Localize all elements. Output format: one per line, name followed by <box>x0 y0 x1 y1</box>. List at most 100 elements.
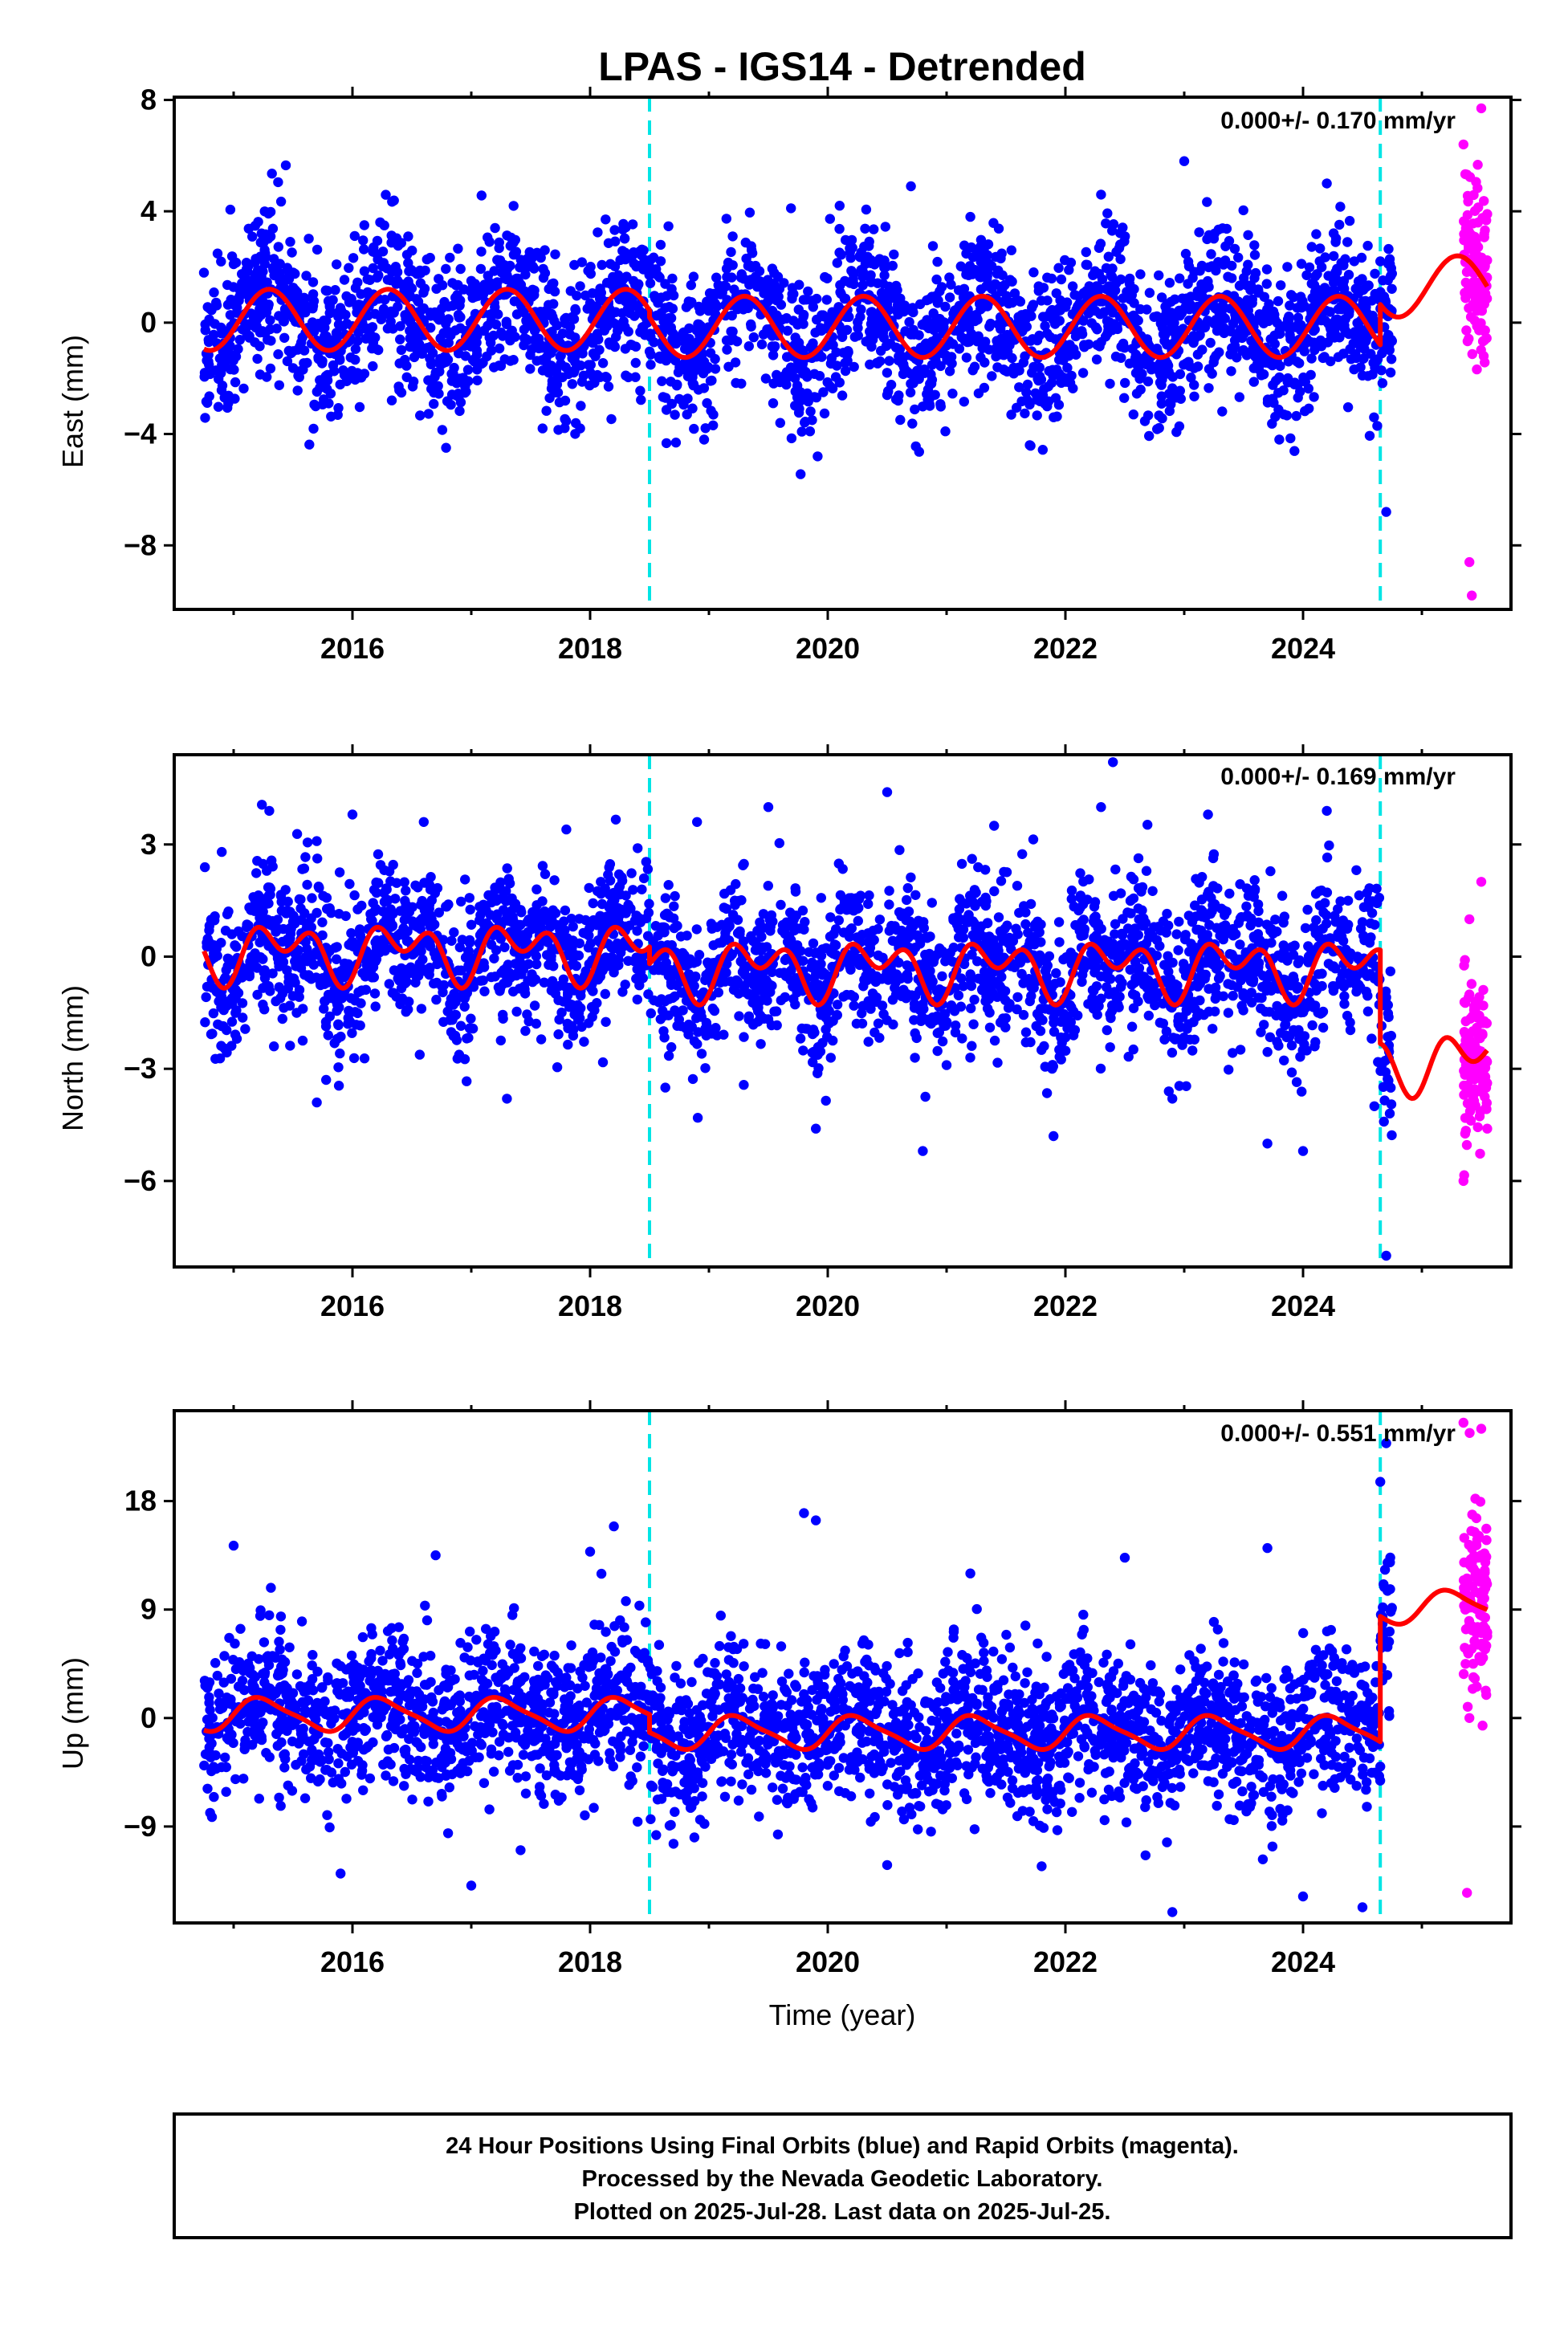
east-final-point <box>453 243 463 254</box>
north-final-point <box>200 1017 210 1028</box>
east-final-point <box>884 286 894 296</box>
east-final-point <box>694 328 705 338</box>
north-final-point <box>953 990 964 1000</box>
east-final-point <box>914 446 925 457</box>
north-final-point <box>1339 991 1350 1002</box>
east-final-point <box>847 242 857 253</box>
east-final-point <box>998 282 1008 292</box>
east-final-point <box>225 364 236 375</box>
east-final-point <box>1234 392 1245 402</box>
east-final-point <box>1269 314 1280 324</box>
north-final-point <box>368 898 378 908</box>
east-final-point <box>1364 430 1375 441</box>
east-final-point <box>1338 275 1350 287</box>
east-final-point <box>237 324 248 335</box>
north-final-point <box>1362 1006 1374 1016</box>
east-final-point <box>694 306 706 316</box>
east-y-tick-label: −8 <box>124 528 157 561</box>
east-final-point <box>973 331 984 341</box>
east-final-point <box>552 387 564 398</box>
east-frame <box>173 96 1513 611</box>
north-final-point <box>920 1091 931 1102</box>
east-final-point <box>508 201 519 211</box>
east-final-point <box>250 337 260 348</box>
east-final-point <box>672 379 682 390</box>
north-final-point <box>1286 1067 1297 1077</box>
north-final-point <box>1371 883 1382 894</box>
east-rapid-point <box>1472 218 1484 228</box>
east-final-point <box>1155 358 1165 369</box>
north-final-point <box>692 1039 703 1049</box>
north-final-point <box>774 837 784 849</box>
east-final-point <box>580 290 591 301</box>
east-final-point <box>491 320 502 330</box>
east-final-point <box>401 250 413 260</box>
east-final-point <box>259 255 269 266</box>
north-final-point <box>1143 1010 1155 1021</box>
east-final-point <box>1054 369 1065 379</box>
east-final-point <box>565 286 576 296</box>
north-final-point <box>255 937 265 948</box>
east-final-point <box>1156 398 1167 409</box>
east-final-point <box>252 353 263 365</box>
north-final-point <box>873 1018 884 1029</box>
north-final-point <box>972 956 983 967</box>
east-final-point <box>1004 298 1014 309</box>
east-final-point <box>1274 434 1285 445</box>
east-final-point <box>505 260 515 271</box>
east-final-point <box>597 358 609 369</box>
east-final-point <box>303 234 314 244</box>
east-final-point <box>475 263 487 275</box>
north-final-point <box>687 1073 698 1085</box>
north-final-point <box>937 971 947 982</box>
east-final-point <box>1049 305 1060 316</box>
east-final-point <box>1183 279 1193 289</box>
east-final-point <box>1220 313 1231 324</box>
east-final-point <box>1301 270 1312 280</box>
east-final-point <box>515 262 525 273</box>
east-final-point <box>309 399 320 410</box>
east-final-point <box>798 309 809 320</box>
east-final-point <box>255 369 266 380</box>
east-final-point <box>278 316 289 327</box>
east-final-point <box>907 418 918 429</box>
north-final-point <box>1012 881 1023 891</box>
east-final-point <box>667 303 678 314</box>
east-final-point <box>1024 440 1035 450</box>
east-final-point <box>1309 324 1320 335</box>
east-final-point <box>418 287 429 298</box>
east-final-point <box>894 390 904 401</box>
north-final-point <box>240 1024 250 1034</box>
north-final-point <box>1117 977 1127 988</box>
north-final-point <box>617 872 627 882</box>
east-final-point <box>1053 263 1064 273</box>
east-final-point <box>1334 332 1345 343</box>
north-final-point <box>489 953 499 964</box>
east-final-point <box>493 309 503 320</box>
east-final-point <box>495 360 507 371</box>
north-final-point <box>683 1029 694 1040</box>
east-final-point <box>779 278 789 288</box>
north-final-point <box>853 915 864 927</box>
east-final-point <box>1149 312 1159 322</box>
east-final-point <box>625 303 636 314</box>
east-final-point <box>339 275 350 285</box>
east-final-point <box>442 396 453 406</box>
east-final-point <box>1369 412 1379 422</box>
east-final-point <box>961 269 971 280</box>
east-final-point <box>1357 274 1367 284</box>
east-final-point <box>1190 333 1200 344</box>
east-final-point <box>653 298 663 308</box>
east-final-point <box>211 297 222 308</box>
east-final-point <box>1119 236 1130 246</box>
north-final-point <box>1128 1003 1139 1013</box>
east-final-point <box>1349 256 1360 267</box>
east-rapid-point <box>1464 333 1474 344</box>
north-final-point <box>597 898 608 910</box>
east-final-point <box>335 303 346 313</box>
east-final-point <box>1077 326 1087 336</box>
east-final-point <box>1170 294 1180 304</box>
east-rapid-point <box>1461 169 1472 180</box>
east-final-point <box>1350 337 1360 348</box>
east-final-point <box>1335 202 1346 212</box>
